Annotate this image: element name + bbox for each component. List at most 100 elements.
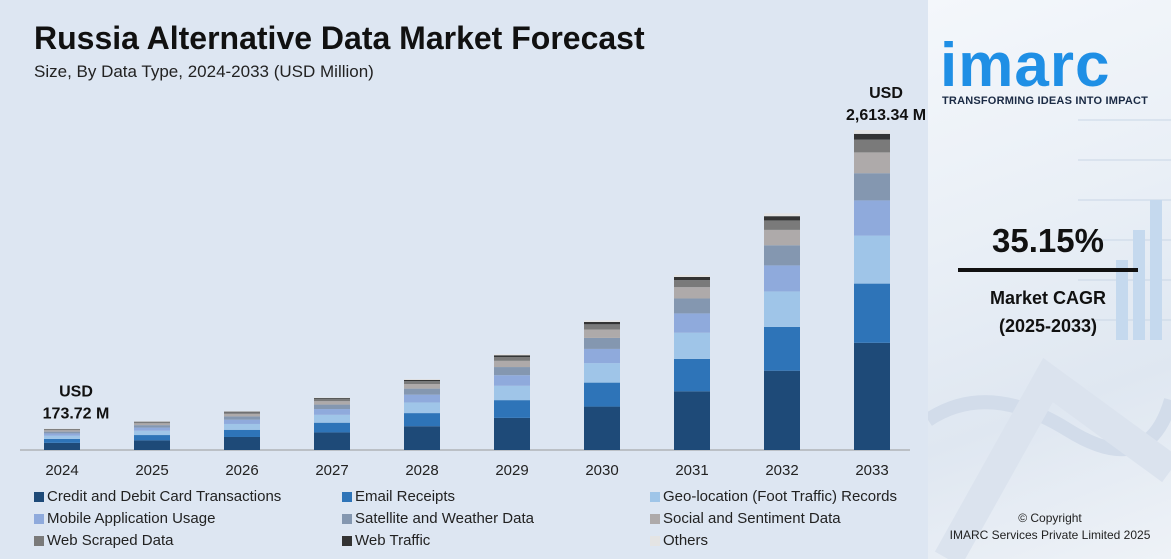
cagr-value: 35.15% bbox=[992, 222, 1104, 259]
bar-segment-2024-4 bbox=[44, 431, 80, 434]
legend-label-6: Web Scraped Data bbox=[47, 532, 174, 549]
bar-segment-2025-3 bbox=[134, 427, 170, 431]
data-label-2033-line1: USD bbox=[869, 85, 903, 102]
data-label-2024-line1: USD bbox=[59, 384, 93, 401]
bar-segment-2032-8 bbox=[764, 213, 800, 217]
legend-label-8: Others bbox=[663, 532, 709, 549]
legend-swatch-6 bbox=[34, 535, 44, 546]
data-label-2024-line2: 173.72 M bbox=[43, 406, 110, 423]
cagr-label-line2: (2025-2033) bbox=[998, 316, 1098, 336]
bar-segment-2028-4 bbox=[404, 388, 440, 395]
bar-segment-2031-4 bbox=[674, 298, 710, 314]
bar-segment-2028-6 bbox=[404, 381, 440, 385]
legend-swatch-1 bbox=[342, 491, 352, 502]
bar-segment-2028-8 bbox=[404, 379, 440, 380]
bar-segment-2028-0 bbox=[404, 426, 440, 450]
x-tick-label-2026: 2026 bbox=[225, 462, 258, 479]
bar-segment-2031-1 bbox=[674, 358, 710, 392]
bar-stack-2029 bbox=[494, 354, 530, 450]
legend-item-2: Geo-location (Foot Traffic) Records bbox=[650, 488, 897, 505]
bar-segment-2029-8 bbox=[494, 354, 530, 356]
bar-segment-2024-2 bbox=[44, 435, 80, 439]
legend-item-5: Social and Sentiment Data bbox=[650, 510, 841, 527]
bar-segment-2030-3 bbox=[584, 348, 620, 364]
bar-segment-2027-4 bbox=[314, 404, 350, 410]
bar-segment-2033-7 bbox=[854, 133, 890, 140]
bar-segment-2032-1 bbox=[764, 326, 800, 371]
legend-item-7: Web Traffic bbox=[342, 532, 430, 549]
bar-stack-2033 bbox=[854, 130, 890, 450]
bar-segment-2026-1 bbox=[224, 429, 260, 437]
bar-segment-2032-7 bbox=[764, 216, 800, 221]
bar-segment-2027-2 bbox=[314, 414, 350, 423]
bar-segment-2024-5 bbox=[44, 430, 80, 432]
x-tick-label-2027: 2027 bbox=[315, 462, 348, 479]
bar-segment-2027-8 bbox=[314, 397, 350, 399]
bar-segment-2024-1 bbox=[44, 438, 80, 443]
bar-segment-2025-5 bbox=[134, 423, 170, 426]
bar-segment-2024-6 bbox=[44, 429, 80, 431]
bar-segment-2030-4 bbox=[584, 337, 620, 349]
legend-label-4: Satellite and Weather Data bbox=[355, 510, 534, 527]
bar-segment-2025-4 bbox=[134, 425, 170, 428]
x-tick-label-2028: 2028 bbox=[405, 462, 438, 479]
legend-swatch-0 bbox=[34, 491, 44, 502]
cagr-label: Market CAGR (2025-2033) bbox=[958, 284, 1138, 340]
bar-segment-2033-2 bbox=[854, 235, 890, 284]
bar-segment-2031-8 bbox=[674, 274, 710, 277]
bar-segment-2026-0 bbox=[224, 436, 260, 450]
bar-segment-2031-0 bbox=[674, 391, 710, 450]
bar-segment-2027-3 bbox=[314, 409, 350, 415]
bar-segment-2030-6 bbox=[584, 324, 620, 330]
bar-segment-2025-0 bbox=[134, 440, 170, 450]
bar-stack-2025 bbox=[134, 421, 170, 450]
bar-segment-2026-8 bbox=[224, 411, 260, 412]
x-tick-label-2024: 2024 bbox=[45, 462, 78, 479]
bar-segment-2028-2 bbox=[404, 402, 440, 414]
bar-segment-2025-6 bbox=[134, 422, 170, 424]
bar-stack-2024 bbox=[44, 428, 80, 450]
legend-item-3: Mobile Application Usage bbox=[34, 510, 215, 527]
legend-label-1: Email Receipts bbox=[355, 488, 456, 505]
bar-segment-2032-6 bbox=[764, 220, 800, 230]
bar-segment-2030-0 bbox=[584, 406, 620, 450]
bar-segment-2027-6 bbox=[314, 399, 350, 402]
legend-label-7: Web Traffic bbox=[355, 532, 431, 549]
legend-label-0: Credit and Debit Card Transactions bbox=[47, 488, 282, 505]
legend-swatch-2 bbox=[650, 491, 660, 502]
bar-segment-2031-5 bbox=[674, 287, 710, 299]
bar-segment-2032-3 bbox=[764, 265, 800, 292]
bar-segment-2026-4 bbox=[224, 416, 260, 420]
bar-segment-2029-5 bbox=[494, 360, 530, 368]
bar-segment-2033-6 bbox=[854, 139, 890, 153]
x-tick-label-2029: 2029 bbox=[495, 462, 528, 479]
imarc-logo: imarc bbox=[940, 31, 1111, 100]
bar-segment-2030-1 bbox=[584, 382, 620, 407]
bar-stack-2032 bbox=[764, 213, 800, 450]
legend-item-8: Others bbox=[650, 532, 708, 549]
bar-segment-2031-7 bbox=[674, 276, 710, 281]
cagr-label-line1: Market CAGR bbox=[989, 288, 1107, 308]
chart-title: Russia Alternative Data Market Forecast bbox=[34, 20, 645, 56]
copyright-line1: © Copyright bbox=[1018, 511, 1082, 525]
chart-subtitle: Size, By Data Type, 2024-2033 (USD Milli… bbox=[34, 62, 374, 81]
legend-swatch-8 bbox=[650, 535, 660, 546]
copyright-line2: IMARC Services Private Limited 2025 bbox=[949, 528, 1151, 542]
bar-segment-2031-6 bbox=[674, 280, 710, 288]
bar-segment-2024-7 bbox=[44, 428, 80, 430]
bar-segment-2033-8 bbox=[854, 130, 890, 134]
bar-segment-2031-3 bbox=[674, 313, 710, 333]
bar-segment-2027-5 bbox=[314, 401, 350, 405]
bar-stack-2028 bbox=[404, 379, 440, 450]
background-decoration-icon bbox=[928, 119, 1171, 559]
stacked-bar-chart: 2024 2025 2026 2027 2028 2029 2030 2031 2032 2033… bbox=[20, 85, 926, 479]
bar-segment-2033-4 bbox=[854, 173, 890, 201]
bar-segment-2029-0 bbox=[494, 417, 530, 450]
bar-segment-2032-4 bbox=[764, 245, 800, 266]
data-label-2033-line2: 2,613.34 M bbox=[846, 107, 926, 124]
x-tick-label-2032: 2032 bbox=[765, 462, 798, 479]
bar-segment-2029-7 bbox=[494, 355, 530, 357]
bar-segment-2033-1 bbox=[854, 283, 890, 343]
brand-panel bbox=[928, 0, 1171, 559]
bar-segment-2027-1 bbox=[314, 422, 350, 433]
